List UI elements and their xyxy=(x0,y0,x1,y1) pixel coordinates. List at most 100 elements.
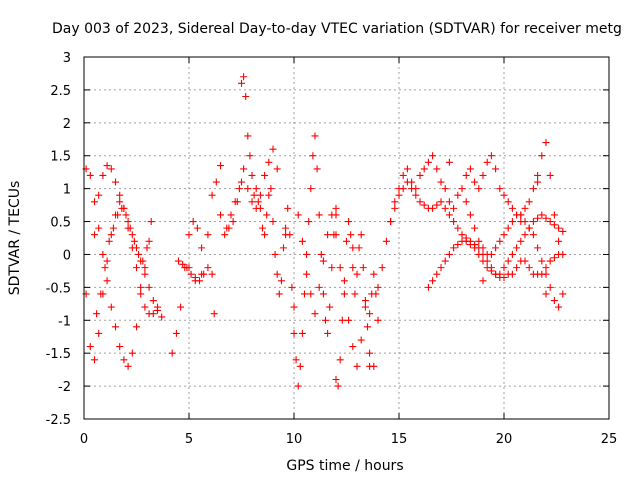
data-point xyxy=(137,290,145,298)
data-point xyxy=(412,191,420,199)
data-point xyxy=(483,158,491,166)
data-point xyxy=(208,191,216,199)
data-point xyxy=(483,264,491,272)
data-point xyxy=(269,145,277,153)
data-point xyxy=(357,231,365,239)
data-point xyxy=(256,191,264,199)
data-point xyxy=(445,158,453,166)
data-point xyxy=(504,257,512,265)
data-point xyxy=(269,218,277,226)
data-point xyxy=(238,79,245,87)
data-point xyxy=(193,224,201,232)
data-point xyxy=(116,343,124,351)
data-point xyxy=(538,152,546,160)
data-point xyxy=(351,290,359,298)
tick-labels: 0 5 10 15 20 25 -2.5 -2 -1.5 -1 -0.5 0 0.5 1 1.5 2 2.5 3 xyxy=(46,51,618,447)
data-point xyxy=(355,244,363,252)
data-point xyxy=(319,290,327,298)
data-point xyxy=(311,132,319,140)
data-point xyxy=(172,329,180,337)
data-point xyxy=(475,185,483,193)
data-point xyxy=(345,218,353,226)
data-point xyxy=(324,231,332,239)
data-point xyxy=(145,237,153,245)
data-point xyxy=(534,178,542,186)
data-point xyxy=(508,270,516,278)
data-point xyxy=(550,297,558,305)
data-point xyxy=(555,237,563,245)
data-point xyxy=(217,162,224,170)
data-point xyxy=(311,310,319,318)
data-point xyxy=(454,224,462,232)
data-point xyxy=(139,257,147,265)
data-point xyxy=(263,211,271,219)
data-point xyxy=(420,201,428,209)
x-tick-label: 10 xyxy=(286,432,303,447)
data-point xyxy=(309,152,317,160)
data-point xyxy=(101,264,109,272)
data-point xyxy=(500,231,508,239)
data-point xyxy=(496,270,504,278)
y-tick-label: 0 xyxy=(63,248,71,263)
data-point xyxy=(107,303,115,311)
data-point xyxy=(424,283,432,291)
data-point xyxy=(223,224,231,232)
data-point xyxy=(433,270,441,278)
data-point xyxy=(185,231,193,239)
data-point xyxy=(542,270,550,278)
data-point xyxy=(445,198,453,206)
data-point xyxy=(462,198,470,206)
data-point xyxy=(91,356,98,364)
data-point xyxy=(353,362,361,370)
data-point xyxy=(450,218,458,226)
data-point xyxy=(292,356,300,364)
data-point xyxy=(179,260,187,268)
y-tick-label: 2.5 xyxy=(50,84,71,99)
data-point xyxy=(313,165,321,173)
data-point xyxy=(271,250,279,258)
data-point xyxy=(508,204,516,212)
data-point xyxy=(395,191,403,199)
data-point xyxy=(534,244,542,252)
data-point xyxy=(466,241,474,249)
data-point xyxy=(372,290,380,298)
data-point xyxy=(445,250,453,258)
data-point xyxy=(399,185,407,193)
data-point xyxy=(521,204,529,212)
data-point xyxy=(500,264,508,272)
data-point xyxy=(282,224,290,232)
data-point xyxy=(315,211,323,219)
x-tick-label: 20 xyxy=(496,432,513,447)
data-point xyxy=(378,264,386,272)
data-point xyxy=(301,290,308,298)
y-tick-label: -1 xyxy=(58,314,71,329)
data-point xyxy=(315,283,323,291)
data-point xyxy=(521,257,529,265)
y-tick-label: 0.5 xyxy=(50,216,71,231)
data-point xyxy=(252,185,260,193)
data-point xyxy=(458,185,466,193)
data-point xyxy=(496,237,504,245)
data-point xyxy=(382,237,390,245)
x-tick-label: 25 xyxy=(601,432,618,447)
data-point xyxy=(294,211,302,219)
data-point xyxy=(559,227,567,235)
data-point xyxy=(546,218,554,226)
data-point xyxy=(542,290,550,298)
data-point xyxy=(290,329,298,337)
data-point xyxy=(277,277,285,285)
x-tick-label: 0 xyxy=(80,432,88,447)
data-point xyxy=(521,231,529,239)
data-point xyxy=(145,283,153,291)
series-arc-12 xyxy=(332,218,382,390)
data-point xyxy=(479,171,487,179)
y-tick-label: -0.5 xyxy=(46,281,71,296)
x-axis-title: GPS time / hours xyxy=(286,458,403,474)
data-point xyxy=(361,303,369,311)
data-point xyxy=(198,244,206,252)
data-point xyxy=(416,198,424,206)
data-point xyxy=(403,165,411,173)
data-point xyxy=(479,244,487,252)
data-point xyxy=(471,178,479,186)
data-point xyxy=(149,297,157,305)
